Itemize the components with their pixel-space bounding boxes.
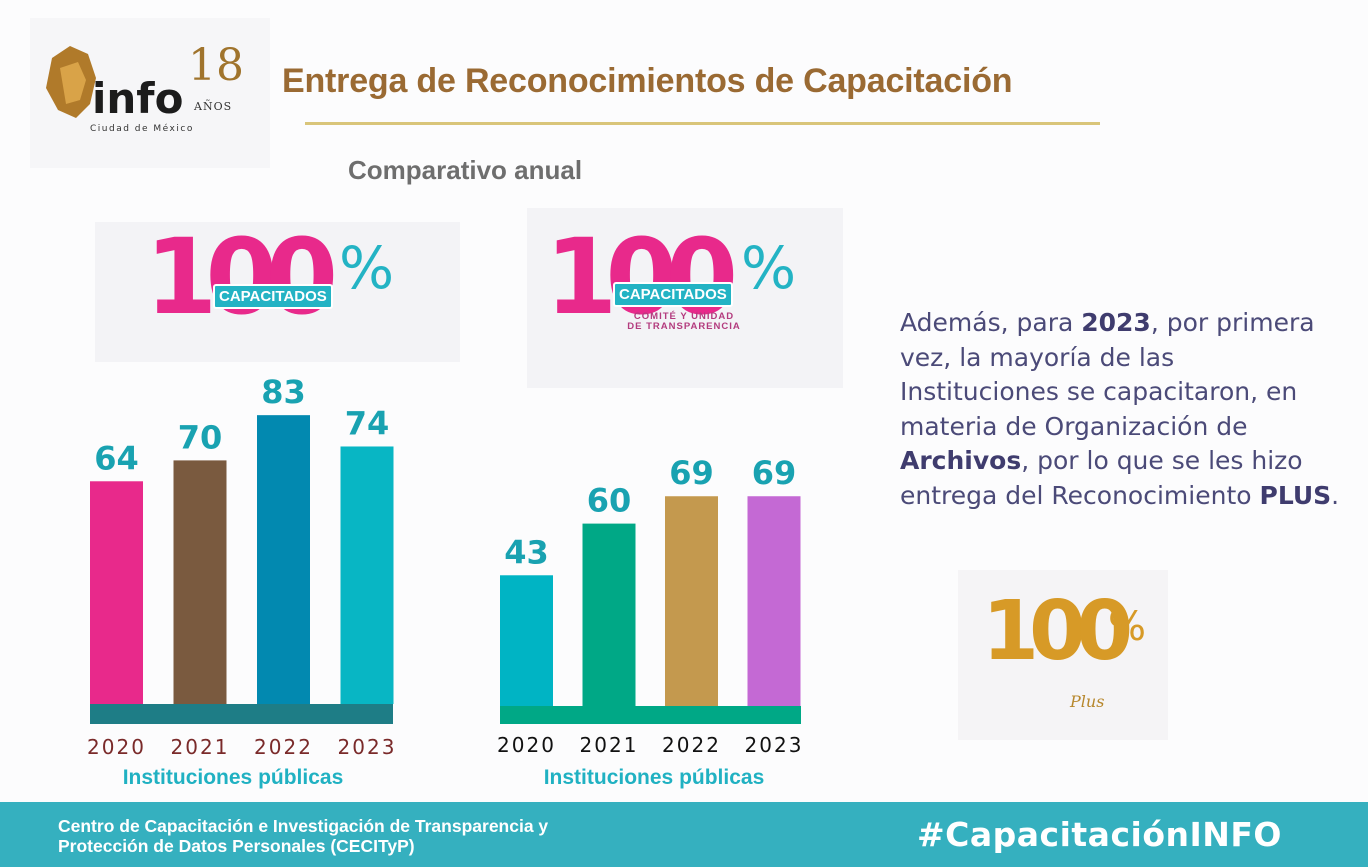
chart-2-year-label: 2021 [580,733,639,757]
info-logo: info 18 AÑOS Ciudad de México [30,18,270,168]
hashtag: #CapacitaciónINFO [917,815,1282,854]
info-bold-archivos: Archivos [900,446,1022,475]
chart-1-bar [257,415,310,704]
chart-2-bar [665,496,718,706]
title-underline [305,122,1100,125]
chart-2-year-label: 2023 [745,733,804,757]
info-bold-plus: PLUS [1259,480,1332,510]
info-bold-year: 2023 [1081,308,1151,337]
capacitados-badge: 100 % CAPACITADOS [95,222,460,362]
chart-2-year-label: 2020 [497,733,556,757]
badge-number: 100 [545,216,738,338]
chart-1-value-label: 83 [261,373,306,411]
info-text-4: . [1331,480,1340,510]
badge-caption-line1: COMITÉ Y UNIDAD [633,311,735,322]
plus-badge-number: 100 [982,584,1133,679]
footer-line-2: Protección de Datos Personales (CECITyP) [58,836,415,856]
chart-1-year-label: 2022 [254,735,313,759]
chart-2-value-label: 69 [752,454,797,492]
mexico-city-shape-icon [46,46,96,118]
chart-1-year-label: 2020 [87,735,146,759]
capacitados-comite-badge: 100 % CAPACITADOS COMITÉ Y UNIDAD DE TRA… [527,208,843,388]
badge-pill: CAPACITADOS [213,284,333,309]
chart-1-bar [340,446,394,704]
chart-1-year-label: 2021 [171,735,230,759]
plus-badge-percent: % [1108,604,1147,650]
chart-1-x-title: Instituciones públicas [123,766,344,789]
logo-text: info [92,74,184,123]
info-text-2: , por primera vez, la mayoría de las Ins… [900,308,1315,441]
badge-number: 100 [145,222,338,338]
chart-1-bar [90,481,143,704]
badge-percent: % [741,234,797,302]
footer-bar [0,802,1368,867]
footer-line-1: Centro de Capacitación e Investigación d… [58,816,549,836]
badge-caption: COMITÉ Y UNIDAD DE TRANSPARENCIA [609,312,759,332]
badge-caption-line2: DE TRANSPARENCIA [627,321,741,332]
chart-2-x-title: Instituciones públicas [544,766,765,789]
chart-1-year-label: 2023 [338,735,397,759]
badge-percent: % [339,234,395,302]
footer-organization: Centro de Capacitación e Investigación d… [58,816,698,856]
chart-2-value-label: 69 [669,454,714,492]
plus-badge: 100 % Plus [958,570,1168,740]
chart-2-bar [747,496,801,706]
logo-city: Ciudad de México [90,124,194,134]
info-text-1: Además, para [900,308,1082,337]
chart-2-year-label: 2022 [662,733,721,757]
chart-2-bar [500,575,553,706]
logo-years: AÑOS [194,100,233,113]
chart-2-baseline [500,706,801,724]
page-subtitle: Comparativo anual [348,155,583,185]
chart-2-value-label: 43 [504,533,549,571]
chart-1-value-label: 64 [94,439,139,477]
chart-1-bar [173,460,227,704]
logo-number: 18 [188,40,244,91]
badge-pill: CAPACITADOS [613,282,733,307]
info-text-3: , por lo que se les hizo entrega del Rec… [900,446,1303,510]
info-paragraph: Además, para 2023, por primera vez, la m… [900,306,1340,513]
plus-badge-word: Plus [1070,692,1105,711]
chart-2-bar [582,523,636,706]
chart-1-baseline [90,704,393,724]
chart-1-value-label: 70 [178,418,223,456]
page-title: Entrega de Reconocimientos de Capacitaci… [282,62,1013,100]
chart-2-value-label: 60 [587,482,632,520]
chart-1-value-label: 74 [345,404,390,442]
